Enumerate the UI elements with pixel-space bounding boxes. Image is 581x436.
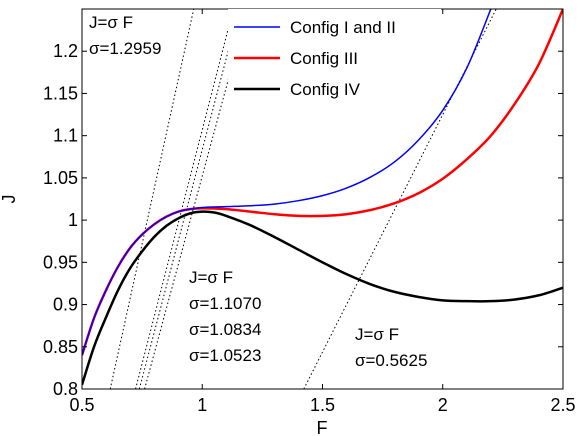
annotations: J=σ F σ=1.2959 J=σ F σ=1.1070 σ=1.0834 σ=1.05… [89, 13, 427, 370]
annotation-2-line-3: σ=1.0834 [189, 320, 261, 339]
x-axis-label: F [317, 418, 328, 436]
y-tick-label: 0.85 [43, 337, 78, 357]
y-tick-label: 1.2 [53, 41, 78, 61]
y-tick-label: 0.95 [43, 252, 78, 272]
series-line-1 [82, 9, 492, 356]
x-tick-label: 1.5 [310, 395, 335, 415]
y-tick-label: 1.1 [53, 126, 78, 146]
x-tick-label: 1 [197, 395, 207, 415]
reference-line-1 [109, 9, 195, 389]
legend-label-2: Config III [290, 49, 358, 68]
annotation-1-line-1: J=σ F [89, 13, 133, 32]
legend-label-3: Config IV [290, 80, 361, 99]
annotation-3-line-1: J=σ F [355, 325, 399, 344]
y-tick-label: 1.15 [43, 83, 78, 103]
series-line-3 [82, 210, 563, 386]
x-tick-label: 2.5 [550, 395, 575, 415]
reference-line-2 [135, 9, 234, 389]
y-tick-label: 1.05 [43, 168, 78, 188]
y-tick-label: 1 [68, 210, 78, 230]
annotation-2-line-4: σ=1.0523 [189, 346, 261, 365]
legend-label-1: Config I and II [290, 18, 396, 37]
x-axis: 0.5 1 1.5 2 2.5 [69, 9, 576, 415]
series-lines [82, 9, 563, 386]
legend: Config I and II Config III Config IV [228, 9, 441, 107]
y-tick-label: 0.9 [53, 295, 78, 315]
reference-line-5 [303, 9, 497, 389]
x-tick-label: 0.5 [69, 395, 94, 415]
annotation-3-line-2: σ=0.5625 [355, 351, 427, 370]
annotation-2-line-1: J=σ F [189, 268, 233, 287]
annotation-1-line-2: σ=1.2959 [89, 39, 161, 58]
annotation-2-line-2: σ=1.1070 [189, 294, 261, 313]
y-axis-label: J [0, 195, 19, 204]
reference-line-3 [138, 9, 240, 389]
x-tick-label: 2 [438, 395, 448, 415]
y-axis: 0.8 0.85 0.9 0.95 1 1.05 1.1 1.15 1.2 [43, 41, 563, 399]
y-tick-label: 0.8 [53, 379, 78, 399]
